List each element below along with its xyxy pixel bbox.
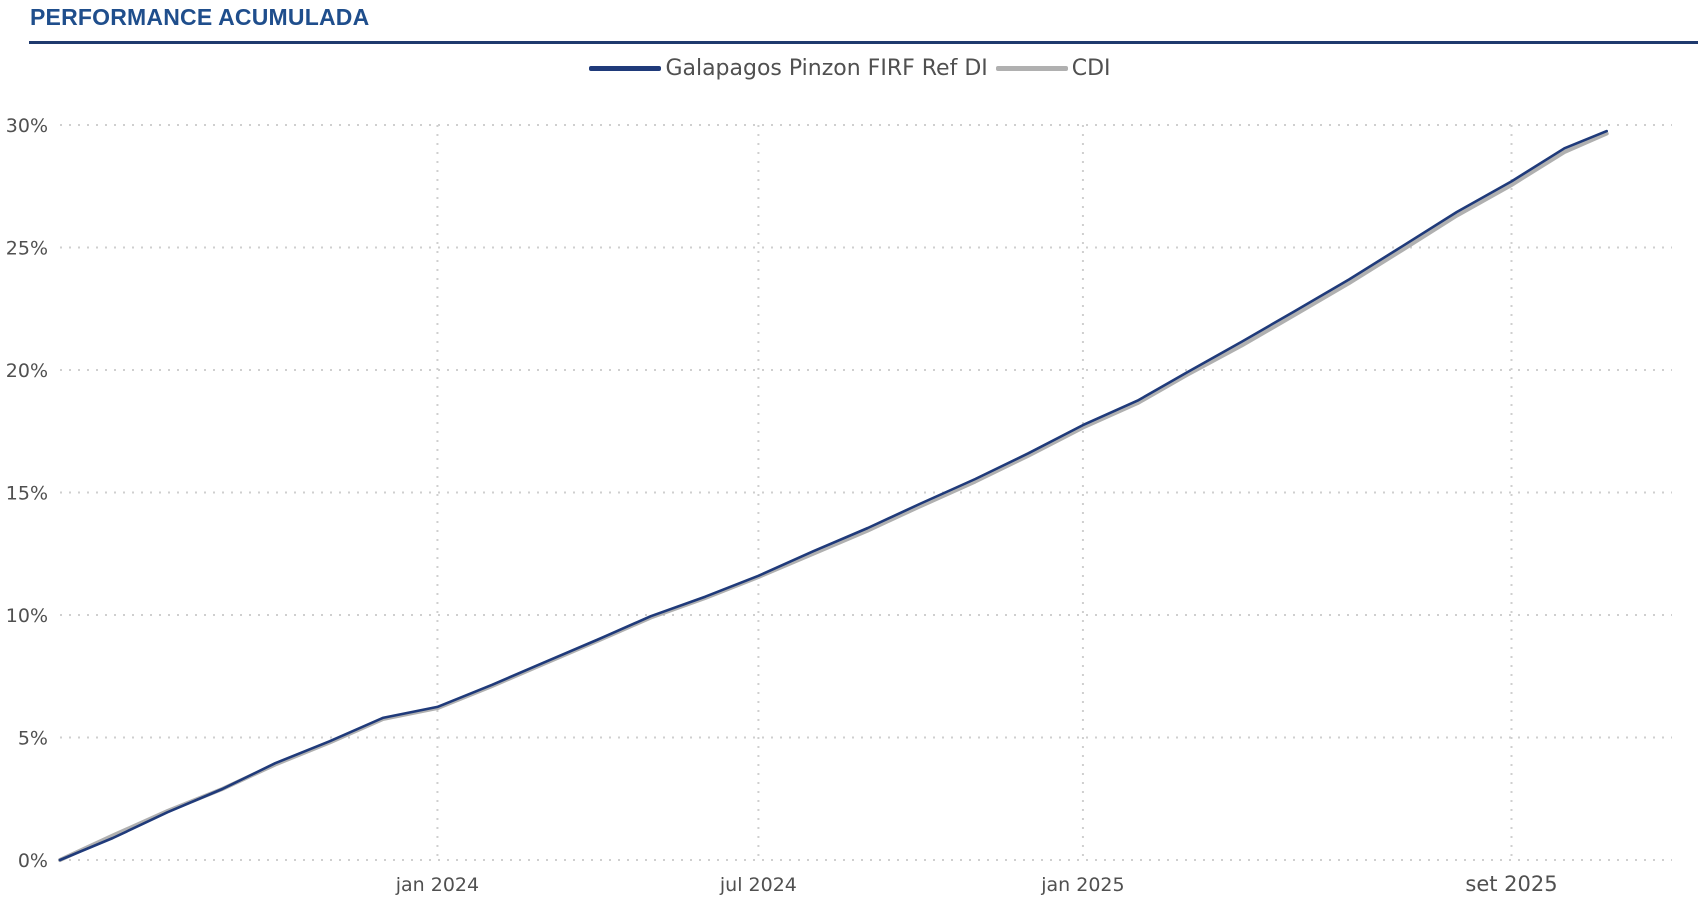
y-tick-label: 20% (6, 360, 48, 382)
y-tick-label: 10% (6, 605, 48, 627)
y-tick-label: 5% (18, 728, 48, 750)
legend-swatch-fund (589, 66, 662, 71)
x-gridlines (436, 125, 1513, 860)
y-tick-label: 0% (18, 850, 48, 872)
title-divider (29, 41, 1698, 44)
legend-swatch-cdi (995, 66, 1068, 71)
page-title: PERFORMANCE ACUMULADA (30, 4, 370, 30)
x-tick-label: jul 2024 (719, 874, 797, 896)
x-tick-label: set 2025 (1465, 872, 1557, 896)
series-lines (58, 129, 1609, 862)
legend-label-fund: Galapagos Pinzon FIRF Ref DI (665, 56, 988, 81)
chart-legend: Galapagos Pinzon FIRF Ref DI CDI (0, 56, 1700, 81)
series-line-cdi (58, 131, 1609, 862)
y-axis-ticks: 0% 5% 10% 15% 20% 25% 30% (6, 115, 48, 872)
y-tick-label: 15% (6, 483, 48, 505)
legend-item-cdi[interactable]: CDI (995, 56, 1111, 81)
x-tick-label: jan 2025 (1040, 874, 1124, 896)
y-gridlines (60, 124, 1672, 861)
series-line-fund (58, 129, 1608, 862)
legend-item-fund[interactable]: Galapagos Pinzon FIRF Ref DI (589, 56, 988, 81)
y-tick-label: 30% (6, 115, 48, 137)
x-tick-label: jan 2024 (395, 874, 479, 896)
x-axis-ticks: jan 2024 jul 2024 jan 2025 set 2025 (395, 872, 1558, 896)
legend-label-cdi: CDI (1071, 56, 1111, 81)
y-tick-label: 25% (6, 238, 48, 260)
